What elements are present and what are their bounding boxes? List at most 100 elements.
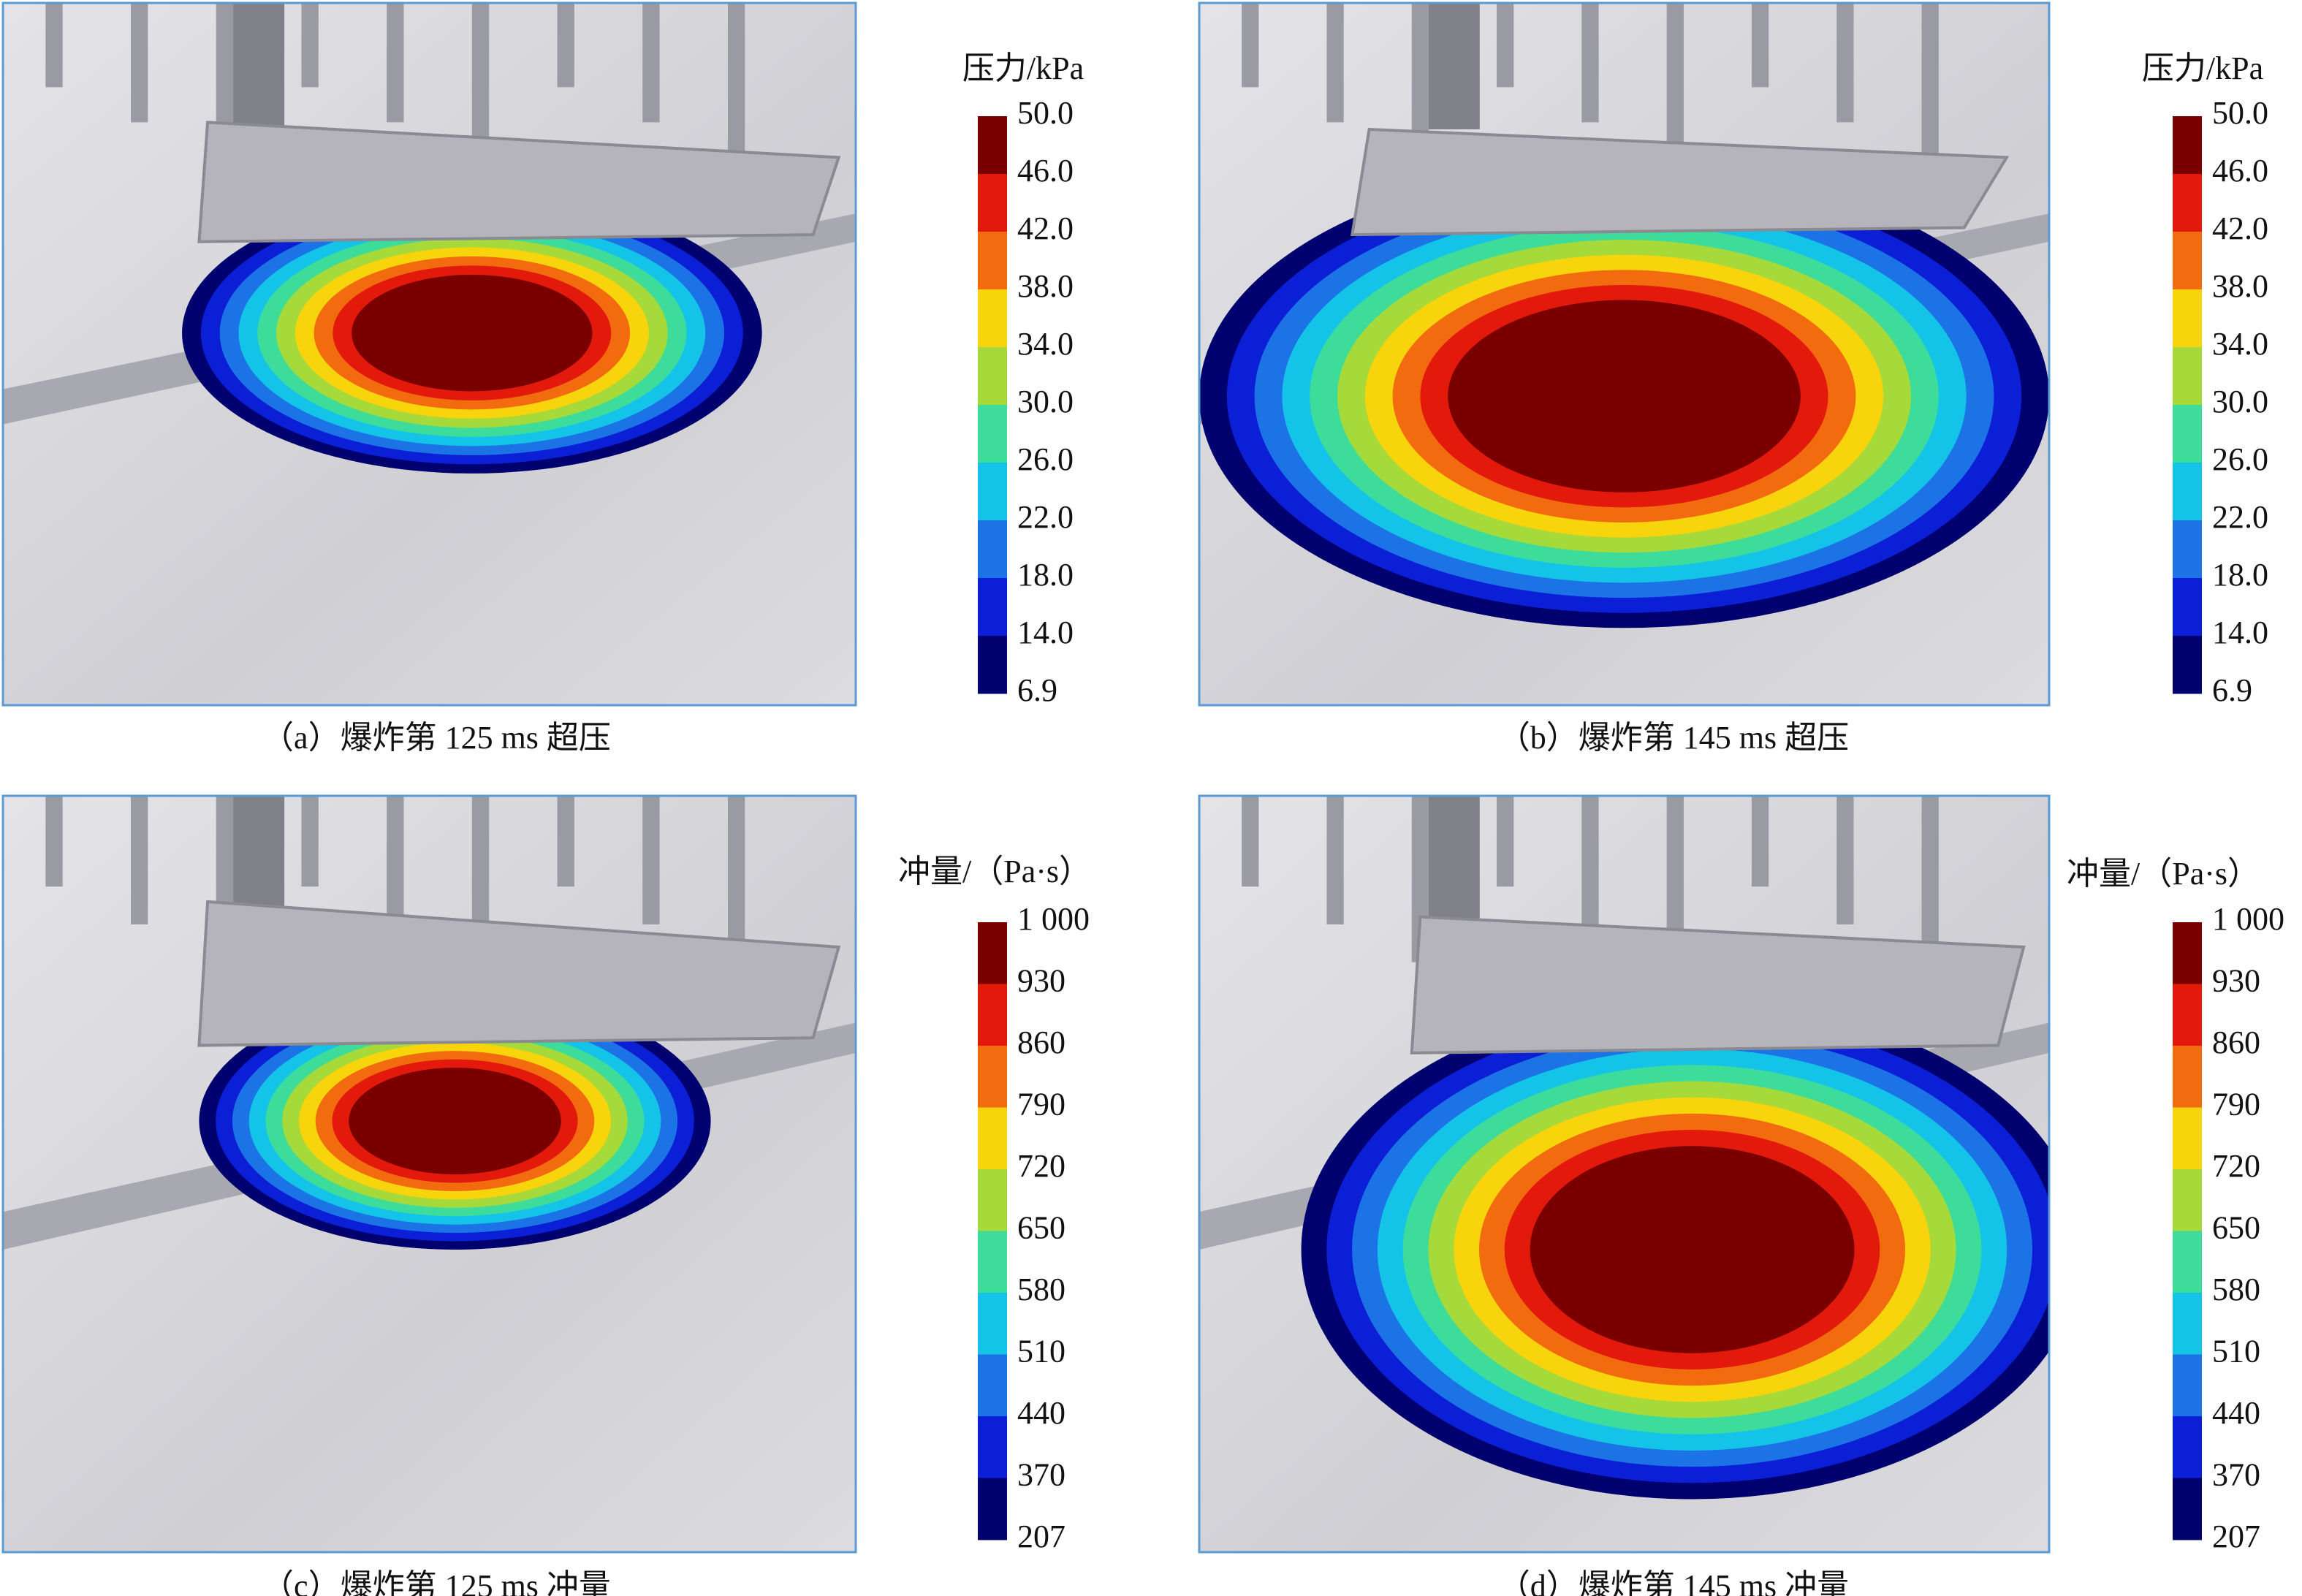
- colorbar-band: [978, 1231, 1007, 1293]
- colorbar-tick-label: 18.0: [1017, 557, 1074, 593]
- colorbar-tick-label: 580: [1017, 1272, 1065, 1307]
- pipe-structure: [1326, 3, 1344, 123]
- colorbar-band: [2173, 578, 2202, 636]
- colorbar-tick-label: 720: [1017, 1148, 1065, 1184]
- colorbar-band: [978, 1478, 1007, 1540]
- colorbar-tick-label: 26.0: [2212, 441, 2268, 477]
- panel-caption: （d）爆炸第 145 ms 冲量: [1498, 1568, 1849, 1596]
- colorbar-tick-label: 930: [2212, 963, 2260, 999]
- pipe-structure: [1921, 3, 1939, 158]
- colorbar-tick-label: 34.0: [1017, 326, 1074, 362]
- pipe-structure: [131, 796, 148, 924]
- pipe-structure: [1836, 796, 1854, 924]
- colorbar-tick-label: 42.0: [2212, 210, 2268, 246]
- panel-caption: （b）爆炸第 145 ms 超压: [1498, 720, 1849, 756]
- colorbar-tick-label: 18.0: [2212, 557, 2268, 593]
- colorbar-tick-label: 46.0: [2212, 153, 2268, 189]
- field-contour: [352, 274, 593, 392]
- colorbar-tick-label: 860: [1017, 1025, 1065, 1060]
- colorbar-band: [978, 520, 1007, 579]
- colorbar-band: [978, 174, 1007, 232]
- colorbar-tick-label: 580: [2212, 1272, 2260, 1307]
- pipe-structure: [45, 3, 63, 88]
- panel-caption: （a）爆炸第 125 ms 超压: [262, 720, 611, 756]
- colorbar-band: [978, 1107, 1007, 1170]
- colorbar-band: [2173, 1416, 2202, 1478]
- pipe-structure: [45, 796, 63, 887]
- pipe-structure: [1242, 796, 1259, 887]
- colorbar-tick-label: 22.0: [2212, 499, 2268, 535]
- pipe-structure: [387, 796, 404, 924]
- colorbar-band: [2173, 1478, 2202, 1540]
- colorbar-band: [2173, 232, 2202, 290]
- colorbar-band: [978, 232, 1007, 290]
- panel-caption: （c）爆炸第 125 ms 冲量: [262, 1568, 611, 1596]
- field-contour: [349, 1068, 561, 1175]
- colorbar-tick-label: 930: [1017, 963, 1065, 999]
- colorbar-tick-label: 720: [2212, 1148, 2260, 1184]
- colorbar-tick-label: 42.0: [1017, 210, 1074, 246]
- colorbar-title: 压力/kPa: [962, 50, 1084, 86]
- pipe-structure: [557, 3, 574, 88]
- pipe-structure: [642, 796, 660, 924]
- colorbar-tick-label: 14.0: [1017, 615, 1074, 650]
- pipe-structure: [387, 3, 404, 123]
- colorbar-band: [2173, 636, 2202, 694]
- colorbar-tick-label: 650: [1017, 1210, 1065, 1246]
- colorbar-band: [978, 984, 1007, 1046]
- canopy: [197, 121, 841, 243]
- panel-frame: [1198, 794, 2051, 1554]
- colorbar-tick-label: 510: [1017, 1334, 1065, 1369]
- panel: 1 000 930 860 790 720 650 580 510 440 370 207 冲量/（P…: [1, 794, 1091, 1596]
- pipe-structure: [1497, 796, 1514, 887]
- pipe-structure: [1242, 3, 1259, 88]
- colorbar-tick-label: 207: [2212, 1519, 2260, 1554]
- pipe-structure: [301, 3, 319, 88]
- colorbar-band: [2173, 922, 2202, 984]
- colorbar-band: [978, 1354, 1007, 1417]
- panel: 1 000 930 860 790 720 650 580 510 440 370 207 冲量/（P…: [1198, 794, 2284, 1596]
- pipe-structure: [1751, 3, 1769, 88]
- pipe-structure: [1666, 3, 1684, 158]
- colorbar-tick-label: 30.0: [2212, 384, 2268, 419]
- colorbar-band: [978, 1416, 1007, 1478]
- column: [233, 3, 285, 129]
- colorbar-band: [978, 463, 1007, 521]
- colorbar-title: 冲量/（Pa·s）: [2067, 856, 2260, 892]
- colorbar-tick-label: 6.9: [2212, 672, 2252, 708]
- colorbar-band: [2173, 1231, 2202, 1293]
- pipe-structure: [727, 3, 745, 158]
- colorbar-band: [978, 922, 1007, 984]
- colorbar-tick-label: 22.0: [1017, 499, 1074, 535]
- simulation-image: [1199, 3, 2049, 705]
- colorbar-tick-label: 510: [2212, 1334, 2260, 1369]
- panel-frame: [1, 794, 857, 1554]
- colorbar-band: [2173, 984, 2202, 1046]
- colorbar-tick-label: 26.0: [1017, 441, 1074, 477]
- colorbar-band: [2173, 289, 2202, 348]
- pipe-structure: [1836, 3, 1854, 123]
- colorbar-title: 压力/kPa: [2142, 50, 2263, 86]
- colorbar-tick-label: 440: [1017, 1395, 1065, 1431]
- field-contour: [1448, 300, 1801, 493]
- pipe-structure: [301, 796, 319, 887]
- pipe-structure: [1581, 796, 1599, 924]
- colorbar-band: [978, 1046, 1007, 1108]
- colorbar-tick-label: 1 000: [2212, 901, 2284, 937]
- colorbar-band: [978, 116, 1007, 175]
- colorbar-band: [2173, 116, 2202, 175]
- colorbar-band: [978, 636, 1007, 694]
- colorbar-tick-label: 440: [2212, 1395, 2260, 1431]
- simulation-image: [3, 796, 856, 1552]
- colorbar-band: [978, 578, 1007, 636]
- pipe-structure: [1751, 796, 1769, 887]
- panel-frame: [1198, 1, 2051, 707]
- colorbar-tick-label: 370: [2212, 1457, 2260, 1493]
- pipe-structure: [131, 3, 148, 123]
- colorbar-tick-label: 650: [2212, 1210, 2260, 1246]
- colorbar-tick-label: 790: [2212, 1087, 2260, 1122]
- canopy: [1410, 915, 2026, 1054]
- colorbar-title: 冲量/（Pa·s）: [898, 854, 1091, 889]
- colorbar-tick-label: 46.0: [1017, 153, 1074, 189]
